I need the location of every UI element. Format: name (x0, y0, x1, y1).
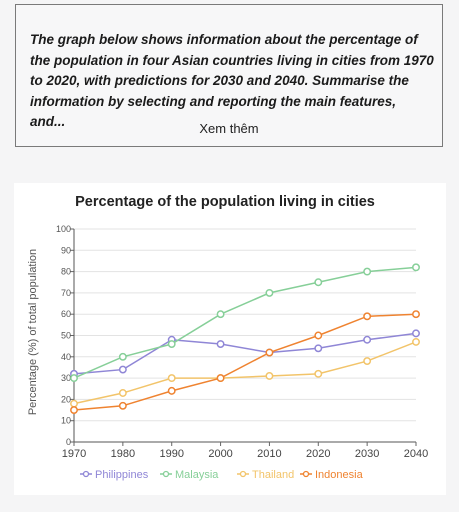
data-point (216, 310, 225, 319)
y-tick-label: 90 (61, 245, 71, 255)
chart-title: Percentage of the population living in c… (75, 194, 375, 210)
data-point (216, 374, 225, 383)
data-point (70, 399, 78, 408)
y-tick-label: 100 (56, 224, 71, 234)
data-point (314, 369, 323, 378)
data-point (216, 340, 225, 348)
data-point (118, 389, 127, 397)
y-axis-label: Percentage (%) of total population (27, 249, 39, 415)
data-point (363, 267, 372, 276)
data-point (118, 401, 127, 410)
data-point (363, 335, 372, 344)
x-tick-label: 2010 (257, 448, 281, 460)
data-point (412, 329, 420, 338)
data-point (265, 288, 274, 297)
series-line-indonesia (73, 313, 417, 411)
data-point (412, 263, 420, 272)
line-chart: Percentage of the population living in c… (27, 194, 428, 481)
data-point (265, 348, 274, 357)
data-point (314, 344, 323, 353)
data-point (314, 331, 323, 340)
y-tick-label: 80 (61, 267, 71, 277)
prompt-card: The graph below shows information about … (15, 4, 443, 147)
legend-marker-icon (82, 470, 90, 478)
y-tick-label: 50 (61, 331, 71, 341)
data-point (412, 310, 420, 319)
data-point (167, 386, 176, 395)
y-tick-label: 40 (61, 352, 71, 362)
data-point (167, 374, 176, 383)
data-point (363, 357, 372, 366)
prompt-text: The graph below shows information about … (30, 32, 434, 129)
data-point (412, 337, 420, 346)
series-line-philippines (73, 332, 417, 375)
data-point (363, 312, 372, 321)
y-tick-label: 10 (61, 416, 71, 426)
data-point (314, 278, 323, 287)
see-more-link[interactable]: Xem thêm (199, 121, 259, 136)
data-point (70, 374, 78, 383)
data-point (265, 372, 274, 380)
x-tick-label: 1970 (62, 448, 86, 460)
series-line-malaysia (73, 266, 417, 379)
y-tick-label: 60 (61, 309, 71, 319)
x-tick-label: 2000 (208, 448, 232, 460)
legend-item-label: Malaysia (175, 469, 219, 481)
x-tick-label: 1990 (159, 448, 183, 460)
data-point (118, 352, 127, 361)
y-tick-label: 70 (61, 288, 71, 298)
legend-item-label: Indonesia (315, 469, 364, 481)
chart-card: Percentage of the population living in c… (14, 183, 446, 495)
legend-marker-icon (302, 470, 310, 478)
legend-marker-icon (162, 470, 170, 478)
y-tick-label: 0 (66, 437, 71, 447)
y-tick-label: 20 (61, 394, 71, 404)
y-tick-label: 30 (61, 373, 71, 383)
series-line-thailand (73, 341, 417, 405)
x-tick-label: 2040 (404, 448, 428, 460)
legend-marker-icon (239, 470, 247, 478)
x-tick-label: 2030 (355, 448, 379, 460)
x-tick-label: 2020 (306, 448, 330, 460)
legend-item-label: Philippines (95, 469, 149, 481)
x-tick-label: 1980 (111, 448, 135, 460)
data-point (70, 406, 78, 415)
data-point (118, 365, 127, 374)
legend-item-label: Thailand (252, 469, 294, 481)
data-point (167, 340, 176, 348)
